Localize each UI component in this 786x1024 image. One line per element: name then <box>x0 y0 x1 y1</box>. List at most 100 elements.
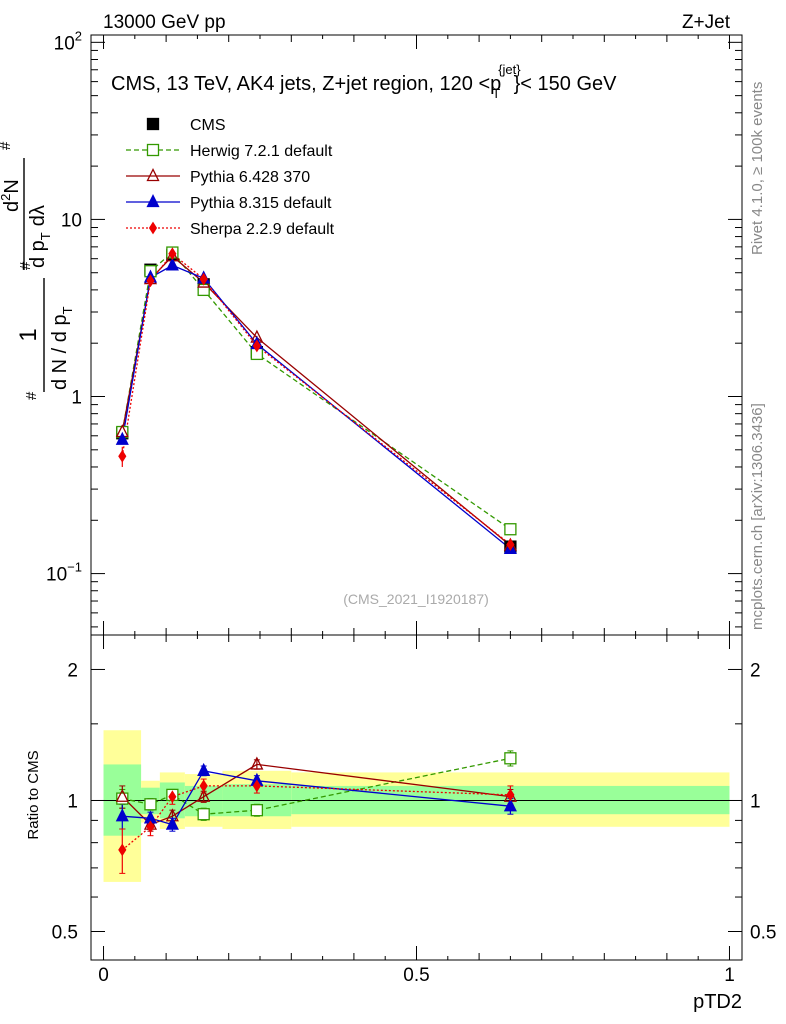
ratio-point-sherpa-2-2-9-default <box>168 790 177 804</box>
main-error-bars <box>121 251 511 552</box>
ylabel-denominator: d N / d pT <box>49 306 75 390</box>
main-point-sherpa-2-2-9-default <box>146 274 155 288</box>
ylabel-dl: dλ <box>27 205 49 226</box>
ylabel-hash-1: # <box>23 391 40 400</box>
legend: CMS Herwig 7.2.1 default Pythia 6.428 370 P… <box>126 117 335 238</box>
ylabel-dn-sub: T <box>60 306 75 314</box>
ratio-point-sherpa-2-2-9-default <box>118 843 127 857</box>
ylabel-dl-lambda: λ <box>27 205 49 215</box>
legend-label-pythia-6-428-370: Pythia 6.428 370 <box>190 169 310 186</box>
main-point-herwig-7-2-1-default <box>197 283 210 297</box>
ratio-point-sherpa-2-2-9-default <box>506 788 515 802</box>
legend-label-sherpa-2-2-9-default: Sherpa 2.2.9 default <box>190 221 335 238</box>
main-line-herwig-7-2-1-default <box>121 251 511 530</box>
main-y-tick-base: 10 <box>61 210 82 231</box>
ylabel-hash-2: # <box>17 261 34 270</box>
analysis-watermark: (CMS_2021_I1920187) <box>343 591 489 607</box>
legend-marker-pythia-8-315-default <box>146 194 160 208</box>
mcplots-label: mcplots.cern.ch [arXiv:1306.3436] <box>749 403 766 630</box>
ratio-point-sherpa-2-2-9-default <box>252 779 261 793</box>
ratio-axes: 0.5 0.5 1 1 2 2 0 0.5 1 <box>52 635 776 986</box>
ylabel-numerator: d2N <box>0 179 23 212</box>
main-point-sherpa-2-2-9-default <box>199 272 208 286</box>
ylabel-hash-3: # <box>0 141 14 150</box>
ratio-y-tick-label-right: 1 <box>750 791 761 812</box>
ratio-point-sherpa-2-2-9-default <box>146 820 155 834</box>
legend-marker-cms <box>146 117 160 131</box>
energy-label: 13000 GeV pp <box>103 12 226 33</box>
ylabel-d-sup: 2 <box>0 194 13 201</box>
ratio-point-herwig-7-2-1-default <box>144 798 157 811</box>
ratio-uncertainty-bands <box>103 730 730 882</box>
main-y-tick-base: 1 <box>71 388 82 409</box>
legend-marker-herwig-7-2-1-default <box>146 143 160 157</box>
main-series-lines <box>121 251 511 550</box>
main-y-tick-label: 102 <box>54 28 82 54</box>
legend-label-cms: CMS <box>190 117 226 134</box>
ratio-line-herwig-7-2-1-default <box>122 757 511 815</box>
ratio-point-sherpa-2-2-9-default <box>199 779 208 793</box>
ylabel-one: 1 <box>15 328 42 341</box>
chart-title-sub: T <box>492 86 500 101</box>
main-point-sherpa-2-2-9-default <box>252 339 261 353</box>
ratio-point-pythia-6-428-370 <box>197 788 211 802</box>
chart-title-main: CMS, 13 TeV, AK4 jets, Z+jet region, 120… <box>111 73 501 95</box>
main-point-sherpa-2-2-9-default <box>506 538 515 551</box>
ratio-y-label: Ratio to CMS <box>25 750 42 839</box>
main-line-sherpa-2-2-9-default <box>121 252 511 546</box>
main-frame <box>90 34 743 636</box>
ratio-y-tick-label: 1 <box>67 791 78 812</box>
ratio-line-pythia-8-315-default <box>122 770 511 826</box>
ratio-point-pythia-6-428-370 <box>115 788 129 802</box>
chart-title-end: }< 150 GeV <box>514 73 618 95</box>
main-y-tick-base: 10 <box>54 33 75 54</box>
process-label: Z+Jet <box>682 12 731 33</box>
ratio-y-tick-label: 0.5 <box>52 922 78 943</box>
ratio-point-pythia-6-428-370 <box>250 756 264 770</box>
y-axis-label: # 1 d N / d pT # d2N d pTdλ # <box>0 141 75 400</box>
ylabel-d: d <box>1 201 23 212</box>
ylabel-n: N <box>1 179 23 193</box>
ylabel-dp-sub: T <box>38 232 53 240</box>
legend-label-herwig-7-2-1-default: Herwig 7.2.1 default <box>190 143 333 160</box>
ylabel-denominator-2: d pTdλ <box>27 205 53 268</box>
ratio-markers <box>115 752 517 857</box>
ratio-x-tick-label: 0 <box>98 965 109 986</box>
x-axis-label: pTD2 <box>693 991 742 1013</box>
ratio-point-pythia-8-315-default <box>115 808 129 822</box>
ratio-point-pythia-8-315-default <box>503 798 517 812</box>
ratio-frame <box>90 634 743 961</box>
ratio-point-pythia-8-315-default <box>165 816 179 830</box>
main-y-tick-label: 1 <box>71 388 82 409</box>
chart-title-sup: {jet} <box>498 62 521 77</box>
main-markers <box>115 246 517 554</box>
main-point-pythia-8-315-default <box>115 431 129 445</box>
main-y-tick-label: 10−1 <box>46 560 82 586</box>
ratio-y-tick-label-right: 0.5 <box>750 922 776 943</box>
ratio-point-pythia-8-315-default <box>197 762 211 776</box>
main-point-sherpa-2-2-9-default <box>118 449 127 463</box>
chart-title: CMS, 13 TeV, AK4 jets, Z+jet region, 120… <box>111 62 617 101</box>
ylabel-dl-d: d <box>27 215 49 226</box>
main-point-pythia-8-315-default <box>165 257 179 271</box>
main-point-herwig-7-2-1-default <box>504 523 517 536</box>
legend-label-pythia-8-315-default: Pythia 8.315 default <box>190 195 332 212</box>
ratio-point-herwig-7-2-1-default <box>116 792 129 805</box>
main-y-tick-base: 10 <box>46 565 67 586</box>
ylabel-dp: d p <box>27 240 49 268</box>
ratio-point-herwig-7-2-1-default <box>197 808 210 821</box>
main-line-pythia-8-315-default <box>121 264 511 550</box>
ratio-x-tick-label: 0.5 <box>403 965 429 986</box>
legend-marker-sherpa-2-2-9-default <box>148 221 158 235</box>
main-y-tick-exp: −1 <box>67 560 82 575</box>
ratio-point-herwig-7-2-1-default <box>250 804 264 817</box>
rivet-label: Rivet 4.1.0, ≥ 100k events <box>749 82 766 255</box>
main-y-tick-label: 10 <box>61 210 82 231</box>
ylabel-dn: d N / d p <box>49 314 71 390</box>
main-point-sherpa-2-2-9-default <box>168 247 177 261</box>
legend-marker-pythia-6-428-370 <box>146 168 160 182</box>
ratio-y-tick-label: 2 <box>67 660 78 681</box>
main-y-tick-exp: 2 <box>75 28 82 43</box>
